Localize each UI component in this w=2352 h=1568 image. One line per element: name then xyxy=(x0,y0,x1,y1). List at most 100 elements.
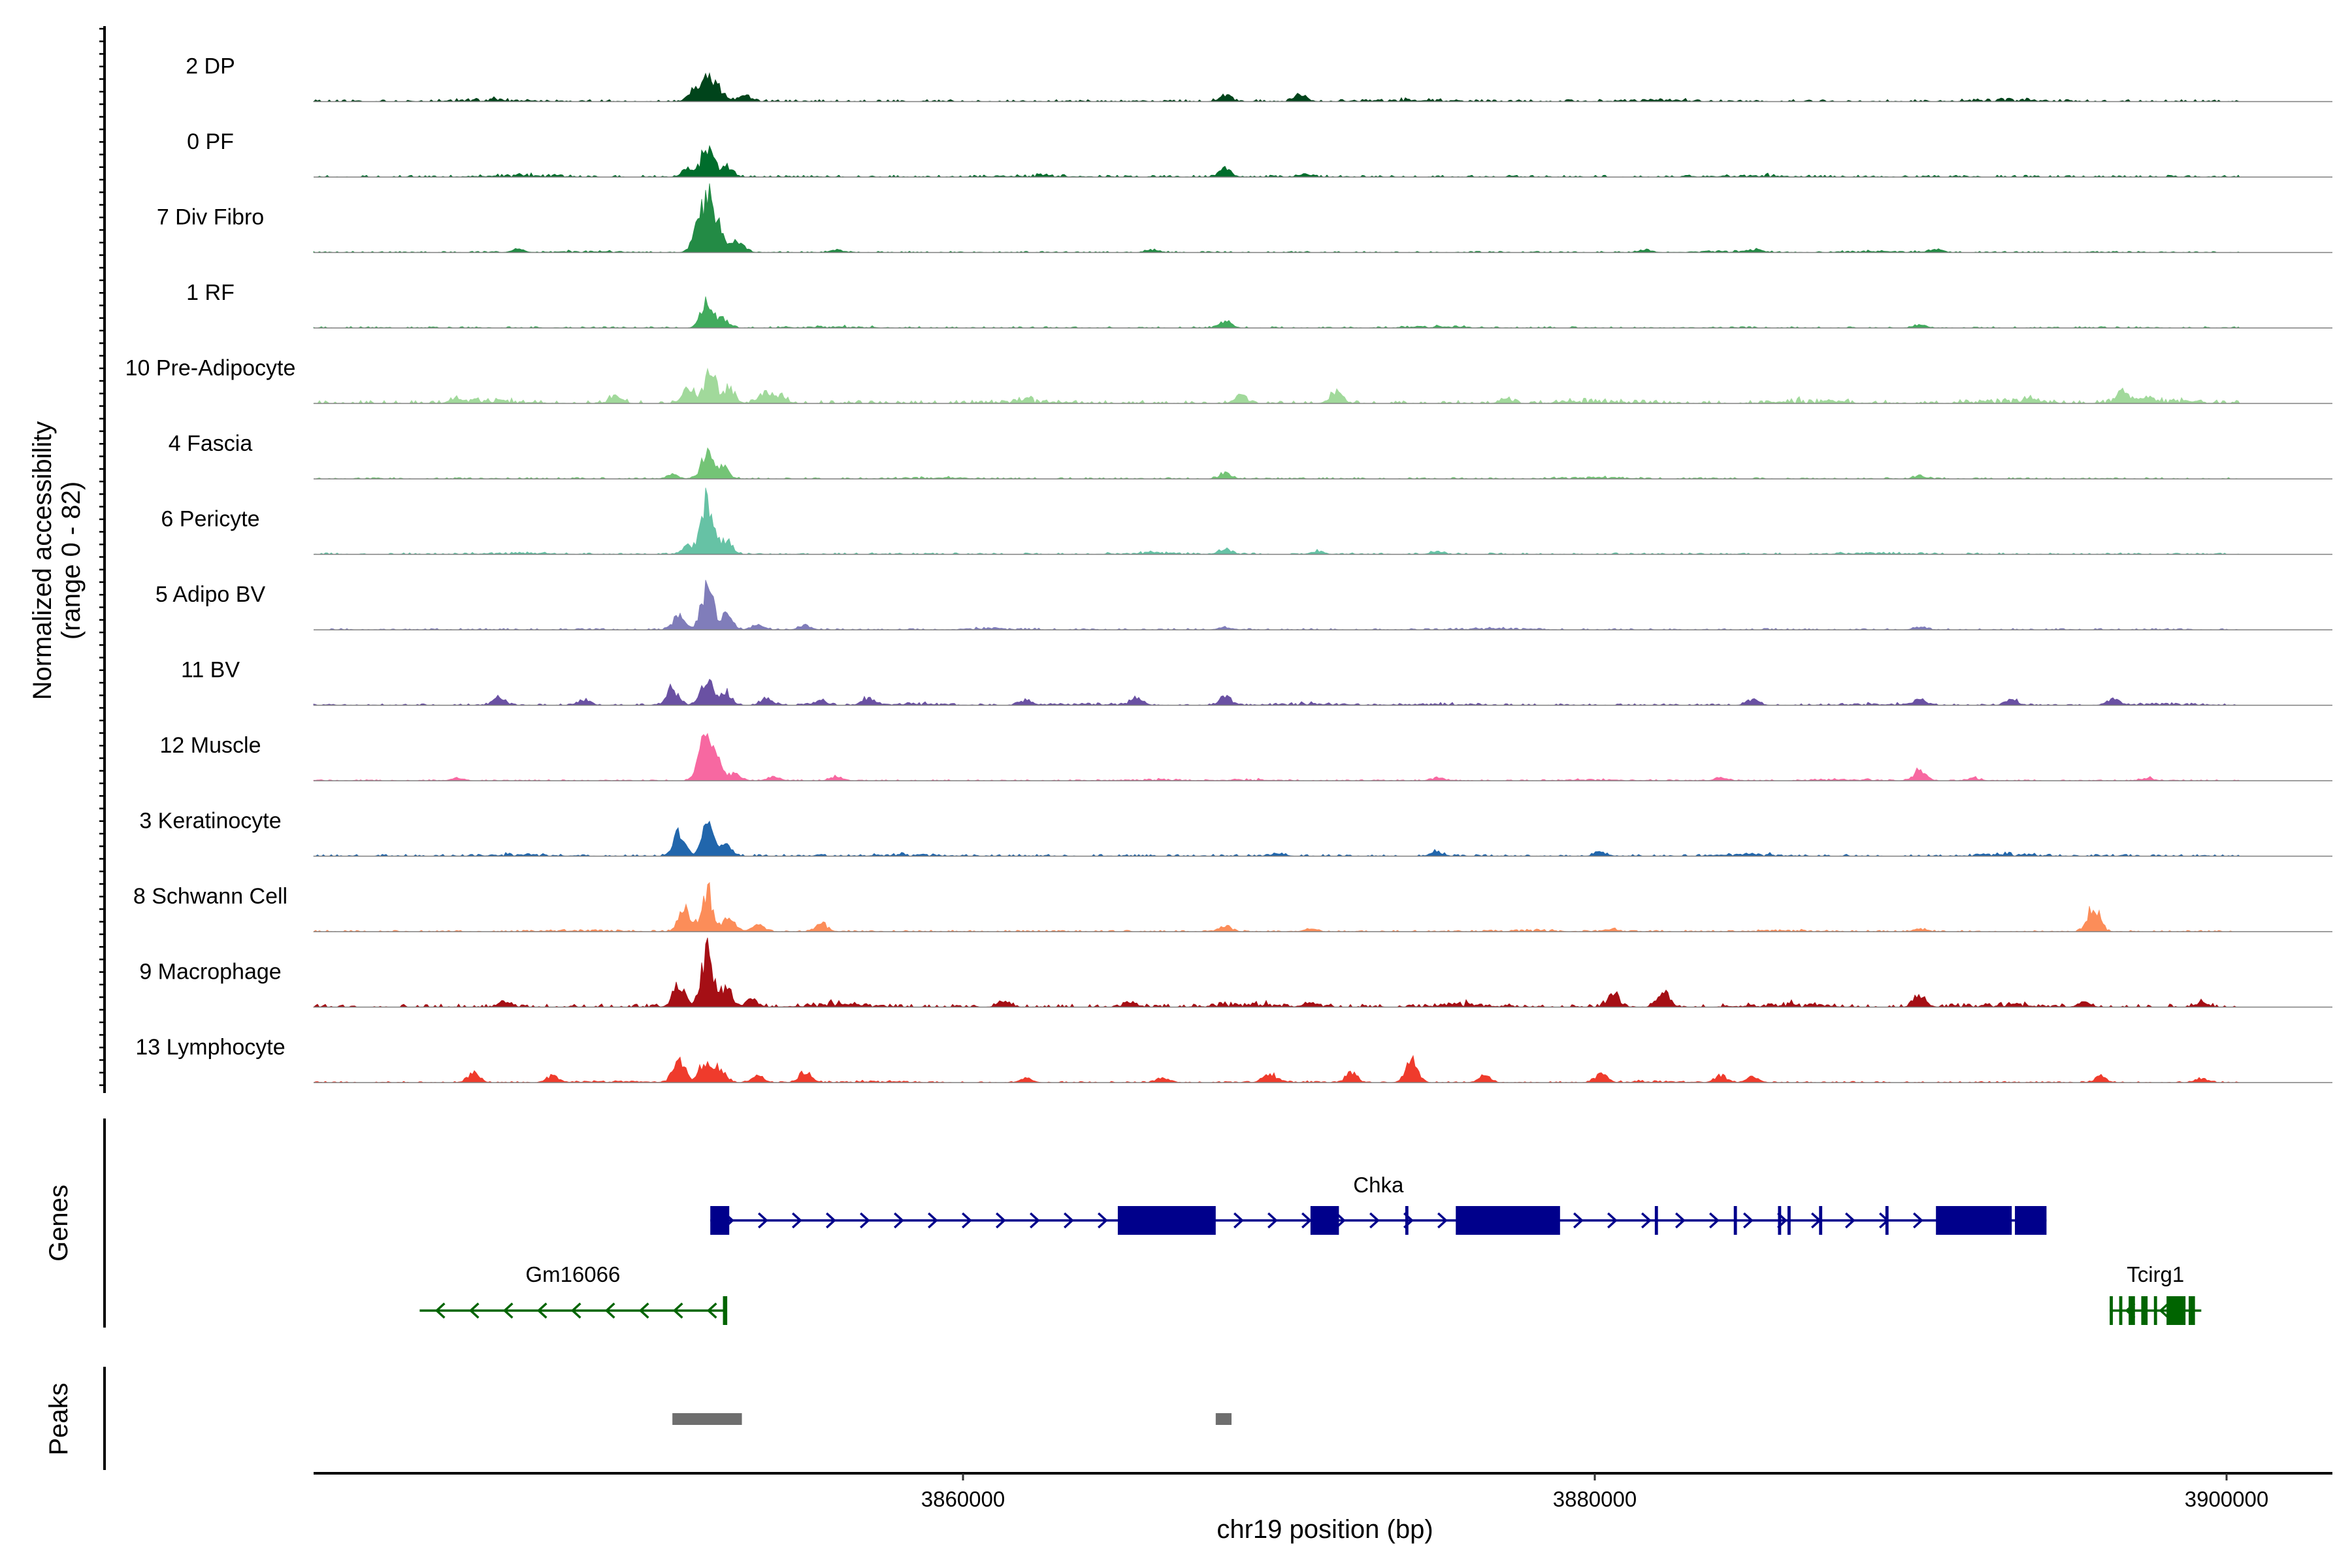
strand-arrow xyxy=(434,1302,446,1319)
coverage-area xyxy=(312,881,2240,932)
strand-arrow xyxy=(1913,1212,1923,1229)
gene-exon xyxy=(710,1206,730,1235)
strand-arrow xyxy=(758,1212,768,1229)
strand-arrow xyxy=(1743,1212,1754,1229)
track-label: 10 Pre-Adipocyte xyxy=(125,356,296,381)
track-label: 3 Keratinocyte xyxy=(139,809,281,834)
track-label: 6 Pericyte xyxy=(161,507,259,532)
strand-arrow xyxy=(962,1212,972,1229)
coverage-area xyxy=(313,732,2240,781)
track-label: 1 RF xyxy=(186,280,235,305)
track-0-pf: 0 PF xyxy=(187,129,2332,178)
strand-arrow xyxy=(894,1212,904,1229)
track-label: 11 BV xyxy=(181,658,240,683)
strand-arrow xyxy=(1641,1212,1652,1229)
track-13-lymphocyte: 13 Lymphocyte xyxy=(135,1035,2332,1083)
strand-arrow xyxy=(1030,1212,1040,1229)
strand-arrow xyxy=(1301,1212,1312,1229)
track-5-adipo-bv: 5 Adipo BV xyxy=(155,580,2332,630)
strand-arrow xyxy=(1573,1212,1584,1229)
y-axis-label-range: (range 0 - 82) xyxy=(57,482,86,640)
track-4-fascia: 4 Fascia xyxy=(169,431,2332,480)
gene-label: Chka xyxy=(1353,1173,1404,1197)
y-axis-label: Normalized accessibility xyxy=(28,421,57,700)
peak-region xyxy=(1215,1413,1232,1425)
track-7-div-fibro: 7 Div Fibro xyxy=(157,183,2332,253)
strand-arrow xyxy=(502,1302,514,1319)
x-tick-label: 3880000 xyxy=(1553,1487,1637,1511)
gene-label: Tcirg1 xyxy=(2127,1262,2184,1286)
coverage-area xyxy=(313,183,2240,253)
gene-exon xyxy=(2188,1296,2195,1325)
track-11-bv: 11 BV xyxy=(181,658,2332,706)
gene-exon xyxy=(2119,1296,2123,1325)
track-label: 13 Lymphocyte xyxy=(135,1035,285,1060)
track-3-keratinocyte: 3 Keratinocyte xyxy=(139,809,2332,857)
x-axis-label: chr19 position (bp) xyxy=(1217,1515,1433,1544)
strand-arrow xyxy=(468,1302,480,1319)
coverage-area xyxy=(314,580,2240,630)
strand-arrow xyxy=(706,1302,717,1319)
strand-arrow xyxy=(826,1212,836,1229)
strand-arrow xyxy=(536,1302,547,1319)
track-2-dp: 2 DP xyxy=(186,54,2332,103)
strand-arrow xyxy=(672,1302,683,1319)
x-tick-label: 3900000 xyxy=(2185,1487,2268,1511)
gene-chka: Chka xyxy=(710,1173,2047,1235)
strand-arrow xyxy=(2159,1302,2170,1319)
track-6-pericyte: 6 Pericyte xyxy=(161,487,2332,555)
coverage-area xyxy=(313,367,2240,404)
track-label: 2 DP xyxy=(186,54,235,79)
track-label: 12 Muscle xyxy=(160,733,261,758)
track-9-macrophage: 9 Macrophage xyxy=(139,938,2332,1008)
track-label: 8 Schwann Cell xyxy=(133,884,287,909)
genes-panel-label: Genes xyxy=(44,1184,73,1262)
peak-region xyxy=(672,1413,742,1425)
gene-exon xyxy=(1787,1206,1791,1235)
strand-arrow xyxy=(1369,1212,1380,1229)
gene-exon xyxy=(1885,1206,1889,1235)
accessibility-tracks: 2 DP 0 PF 7 Div Fibro 1 RF 10 Pre-Adipocyte 4… xyxy=(125,54,2332,1083)
strand-arrow xyxy=(1233,1212,1244,1229)
gene-exon xyxy=(723,1296,727,1325)
strand-arrow xyxy=(638,1302,649,1319)
coverage-area xyxy=(314,144,2240,178)
gene-exon xyxy=(1936,1206,2012,1235)
gene-exon xyxy=(2166,1296,2186,1325)
coverage-area xyxy=(313,1054,2240,1083)
genes-panel: Chka Gm16066 Tcirg1 xyxy=(419,1173,2202,1325)
peaks-panel xyxy=(672,1413,1232,1425)
peaks-panel-label: Peaks xyxy=(44,1382,73,1455)
track-1-rf: 1 RF xyxy=(186,280,2332,329)
y-axis xyxy=(99,26,106,1093)
coverage-area xyxy=(313,820,2241,857)
track-label: 5 Adipo BV xyxy=(155,582,266,607)
gene-exon xyxy=(1733,1206,1737,1235)
gene-exon xyxy=(1310,1206,1339,1235)
strand-arrow xyxy=(1064,1212,1074,1229)
strand-arrow xyxy=(604,1302,615,1319)
strand-arrow xyxy=(1709,1212,1720,1229)
gene-label: Gm16066 xyxy=(525,1262,620,1286)
coverage-area xyxy=(312,938,2240,1008)
gene-exon xyxy=(2153,1296,2157,1325)
strand-arrow xyxy=(1845,1212,1855,1229)
x-axis: 3860000 3880000 3900000 xyxy=(314,1472,2332,1511)
gene-exon xyxy=(2129,1296,2135,1325)
gene-exon xyxy=(2110,1296,2113,1325)
track-label: 7 Div Fibro xyxy=(157,205,264,230)
gene-exon xyxy=(1778,1206,1782,1235)
track-12-muscle: 12 Muscle xyxy=(160,732,2332,781)
gene-gm16066: Gm16066 xyxy=(419,1262,728,1325)
gene-exon xyxy=(1819,1206,1823,1235)
coverage-area xyxy=(313,487,2240,555)
gene-tcirg1: Tcirg1 xyxy=(2110,1262,2202,1325)
coverage-area xyxy=(313,296,2241,329)
track-label: 0 PF xyxy=(187,129,234,154)
gene-exon xyxy=(2141,1296,2148,1325)
coverage-area xyxy=(313,678,2240,706)
strand-arrow xyxy=(1607,1212,1618,1229)
gene-exon xyxy=(1654,1206,1658,1235)
